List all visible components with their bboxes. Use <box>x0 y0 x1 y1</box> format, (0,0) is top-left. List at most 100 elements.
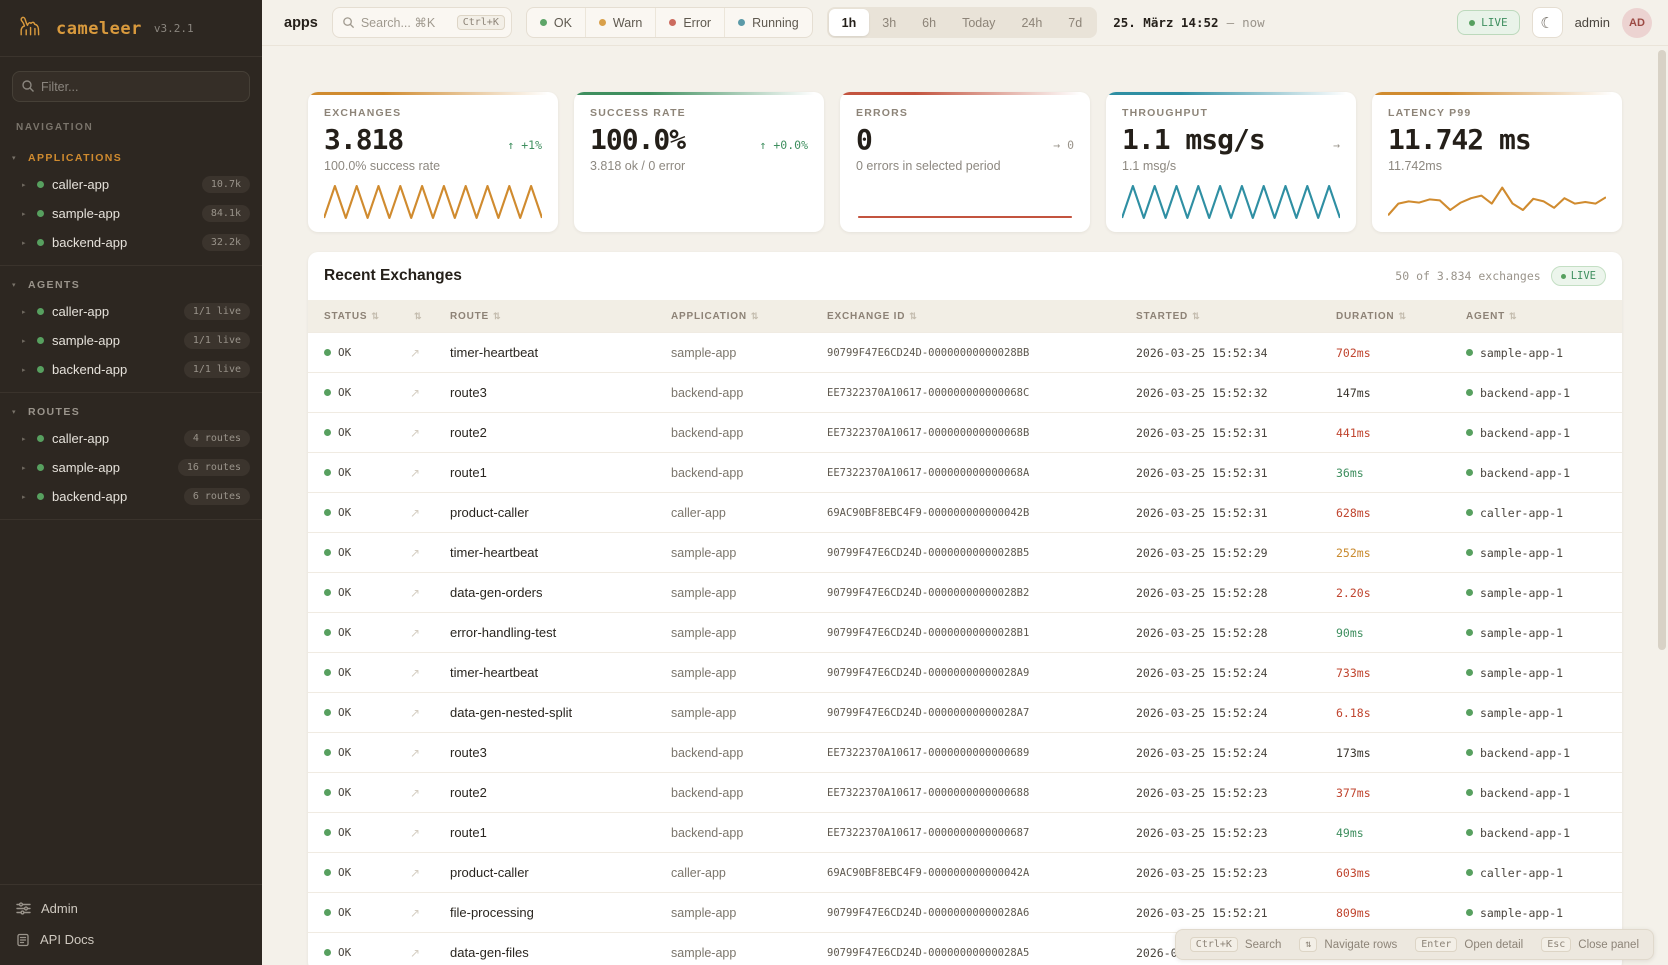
open-detail-icon[interactable]: ↗ <box>410 865 421 880</box>
table-row[interactable]: OK ↗ data-gen-nested-split sample-app 90… <box>308 692 1622 732</box>
time-range-button[interactable]: 6h <box>909 9 949 36</box>
sidebar-item[interactable]: ▸ backend-app 32.2k <box>0 228 262 257</box>
theme-toggle-button[interactable]: ☾ <box>1531 7 1563 38</box>
sliders-icon <box>16 902 31 915</box>
time-range-button[interactable]: 7d <box>1055 9 1095 36</box>
column-header[interactable]: ROUTE ⇅ <box>450 311 671 322</box>
table-live-badge[interactable]: LIVE <box>1550 266 1606 286</box>
open-detail-icon[interactable]: ↗ <box>410 745 421 760</box>
sidebar-item-label: caller-app <box>52 304 110 319</box>
table-row[interactable]: OK ↗ route3 backend-app EE7322370A10617-… <box>308 732 1622 772</box>
status-filter-label: Error <box>683 15 712 30</box>
user-name: admin <box>1574 15 1610 30</box>
row-exchange-id: 90799F47E6CD24D-00000000000028A9 <box>827 666 1030 679</box>
kpi-subtitle: 100.0% success rate <box>324 159 441 173</box>
open-detail-icon[interactable]: ↗ <box>410 665 421 680</box>
table-row[interactable]: OK ↗ route3 backend-app EE7322370A10617-… <box>308 372 1622 412</box>
open-detail-icon[interactable]: ↗ <box>410 505 421 520</box>
column-header[interactable]: EXCHANGE ID ⇅ <box>827 311 1136 322</box>
kpi-value: 100.0% <box>590 123 686 156</box>
open-detail-icon[interactable]: ↗ <box>410 585 421 600</box>
row-status: OK <box>338 346 352 359</box>
open-detail-icon[interactable]: ↗ <box>410 385 421 400</box>
table-row[interactable]: OK ↗ route1 backend-app EE7322370A10617-… <box>308 452 1622 492</box>
status-filter-label: OK <box>553 15 572 30</box>
live-toggle[interactable]: LIVE <box>1457 10 1520 35</box>
status-dot-icon <box>324 429 331 436</box>
avatar[interactable]: AD <box>1622 7 1652 38</box>
column-header[interactable]: APPLICATION ⇅ <box>671 311 827 322</box>
table-row[interactable]: OK ↗ route2 backend-app EE7322370A10617-… <box>308 412 1622 452</box>
table-title: Recent Exchanges <box>324 267 462 284</box>
table-row[interactable]: OK ↗ error-handling-test sample-app 9079… <box>308 612 1622 652</box>
open-detail-icon[interactable]: ↗ <box>410 905 421 920</box>
sidebar-item[interactable]: ▸ sample-app 16 routes <box>0 453 262 482</box>
open-detail-icon[interactable]: ↗ <box>410 785 421 800</box>
sidebar-item[interactable]: ▸ sample-app 1/1 live <box>0 326 262 355</box>
column-header[interactable]: DURATION ⇅ <box>1336 311 1466 322</box>
nav-group-header[interactable]: ▾ ROUTES <box>0 399 262 424</box>
open-detail-icon[interactable]: ↗ <box>410 425 421 440</box>
status-filter-chip[interactable]: Warn <box>584 8 655 37</box>
time-range-button[interactable]: 3h <box>869 9 909 36</box>
sidebar-item[interactable]: ▸ caller-app 10.7k <box>0 170 262 199</box>
status-filter-chip[interactable]: Error <box>655 8 724 37</box>
column-header[interactable]: ⇅ <box>410 311 450 322</box>
row-route: timer-heartbeat <box>450 345 539 360</box>
table-row[interactable]: OK ↗ file-processing sample-app 90799F47… <box>308 892 1622 932</box>
filter-input[interactable] <box>12 71 250 102</box>
sparkline-chart <box>856 182 1074 222</box>
table-row[interactable]: OK ↗ route1 backend-app EE7322370A10617-… <box>308 812 1622 852</box>
open-detail-icon[interactable]: ↗ <box>410 705 421 720</box>
row-exchange-id: EE7322370A10617-0000000000000689 <box>827 746 1030 759</box>
column-header[interactable]: STARTED ⇅ <box>1136 311 1336 322</box>
search-box[interactable]: Ctrl+K <box>331 7 512 38</box>
open-detail-icon[interactable]: ↗ <box>410 625 421 640</box>
table-row[interactable]: OK ↗ product-caller caller-app 69AC90BF8… <box>308 492 1622 532</box>
column-header[interactable]: STATUS ⇅ <box>324 311 410 322</box>
nav-group-header[interactable]: ▾ AGENTS <box>0 272 262 297</box>
kpi-value: 1.1 msg/s <box>1122 123 1266 156</box>
table-row[interactable]: OK ↗ data-gen-orders sample-app 90799F47… <box>308 572 1622 612</box>
status-filter-chip[interactable]: OK <box>527 8 585 37</box>
table-row[interactable]: OK ↗ product-caller caller-app 69AC90BF8… <box>308 852 1622 892</box>
scrollbar-thumb[interactable] <box>1658 50 1666 650</box>
sidebar-item-api-docs[interactable]: API Docs <box>0 924 262 955</box>
search-input[interactable] <box>360 15 451 30</box>
row-agent: backend-app-1 <box>1480 785 1571 800</box>
sidebar-item[interactable]: ▸ sample-app 84.1k <box>0 199 262 228</box>
table-row[interactable]: OK ↗ route2 backend-app EE7322370A10617-… <box>308 772 1622 812</box>
row-agent: sample-app-1 <box>1480 345 1564 360</box>
row-duration: 36ms <box>1336 465 1364 480</box>
table-row[interactable]: OK ↗ timer-heartbeat sample-app 90799F47… <box>308 532 1622 572</box>
table-row[interactable]: OK ↗ timer-heartbeat sample-app 90799F47… <box>308 652 1622 692</box>
time-range-button[interactable]: 1h <box>828 9 870 36</box>
time-range-button[interactable]: Today <box>949 9 1008 36</box>
status-dot-icon <box>37 337 44 344</box>
open-detail-icon[interactable]: ↗ <box>410 345 421 360</box>
logo-row[interactable]: cameleer v3.2.1 <box>0 0 262 57</box>
open-detail-icon[interactable]: ↗ <box>410 945 421 960</box>
sidebar-item[interactable]: ▸ caller-app 1/1 live <box>0 297 262 326</box>
open-detail-icon[interactable]: ↗ <box>410 465 421 480</box>
scrollbar[interactable] <box>1658 50 1666 958</box>
status-dot-icon <box>324 589 331 596</box>
sidebar-item[interactable]: ▸ backend-app 6 routes <box>0 482 262 511</box>
sidebar-item-admin[interactable]: Admin <box>0 893 262 924</box>
nav-group-label: APPLICATIONS <box>28 152 123 164</box>
column-header[interactable]: AGENT ⇅ <box>1466 311 1606 322</box>
sidebar-item[interactable]: ▸ backend-app 1/1 live <box>0 355 262 384</box>
kpi-card: ERRORS 0 → 0 0 errors in selected period <box>840 92 1090 232</box>
row-status: OK <box>338 746 352 759</box>
open-detail-icon[interactable]: ↗ <box>410 545 421 560</box>
sidebar-item[interactable]: ▸ caller-app 4 routes <box>0 424 262 453</box>
time-period-display[interactable]: 25. März 14:52 — now <box>1113 15 1264 30</box>
nav-group-header[interactable]: ▾ APPLICATIONS <box>0 145 262 170</box>
period-from: 25. März 14:52 <box>1113 15 1219 30</box>
time-range-button[interactable]: 24h <box>1008 9 1055 36</box>
status-dot-icon <box>37 239 44 246</box>
status-filter-chip[interactable]: Running <box>724 8 812 37</box>
open-detail-icon[interactable]: ↗ <box>410 825 421 840</box>
table-row[interactable]: OK ↗ timer-heartbeat sample-app 90799F47… <box>308 332 1622 372</box>
row-exchange-id: EE7322370A10617-000000000000068B <box>827 426 1030 439</box>
